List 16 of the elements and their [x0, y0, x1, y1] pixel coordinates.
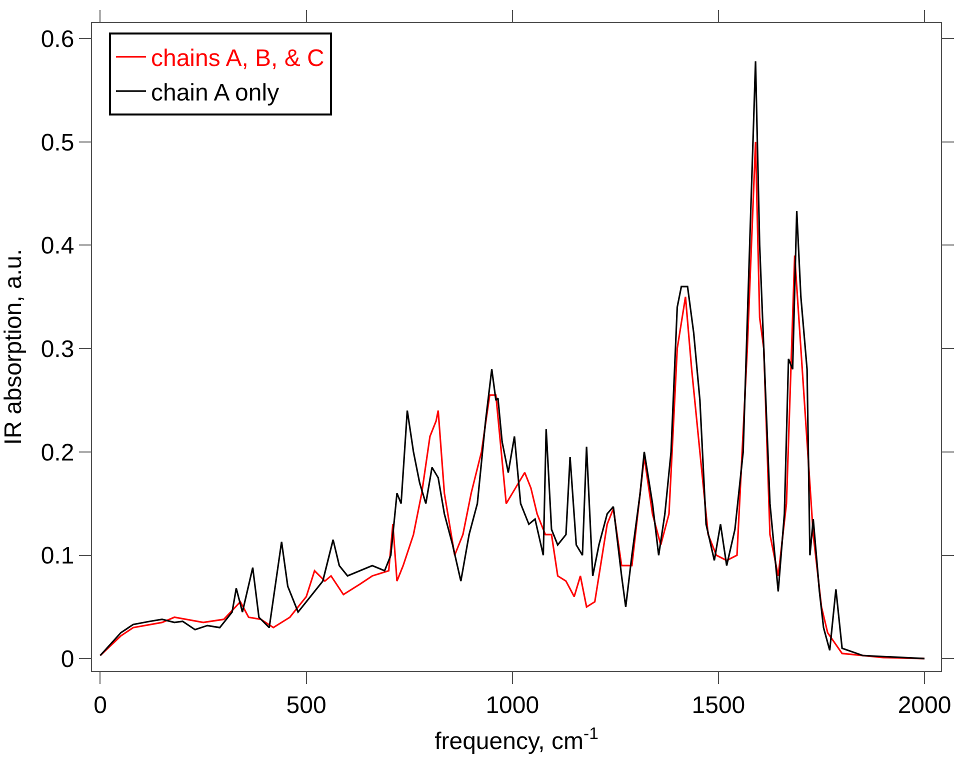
y-tick-label: 0.5	[40, 129, 74, 156]
legend-label: chains A, B, & C	[150, 45, 324, 72]
y-tick-label: 0	[60, 646, 74, 673]
x-axis-title: frequency, cm$^{-1}$	[434, 724, 598, 756]
y-tick-label: 0.4	[40, 232, 74, 260]
y-tick-label: 0.2	[40, 439, 74, 466]
legend-label: chain A only	[150, 79, 280, 106]
y-axis-title: IR absorption, a.u.	[0, 248, 27, 446]
y-tick-label: 0.6	[40, 26, 74, 53]
x-tick-label: 1500	[692, 692, 746, 719]
y-tick-label: 0.1	[40, 542, 74, 570]
x-tick-label: 0	[94, 692, 107, 719]
x-tick-label: 2000	[898, 692, 952, 719]
x-tick-label: 500	[286, 692, 326, 719]
x-tick-label: 1000	[486, 692, 540, 719]
y-tick-label: 0.3	[40, 336, 74, 363]
